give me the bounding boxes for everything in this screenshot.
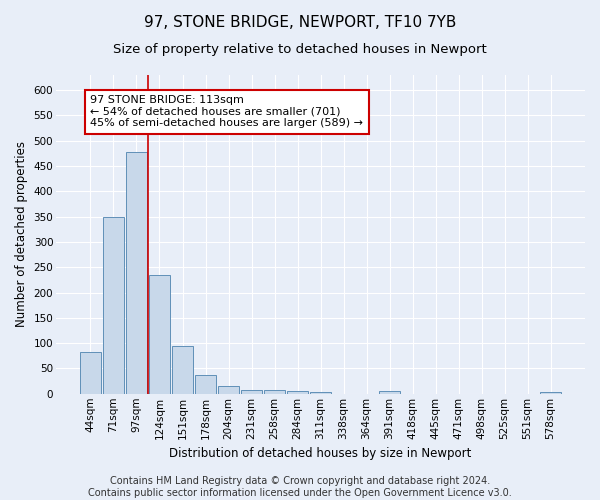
Bar [310, 392, 331, 394]
Bar [218, 386, 239, 394]
Bar [379, 391, 400, 394]
Bar [195, 375, 216, 394]
Text: Contains HM Land Registry data © Crown copyright and database right 2024.
Contai: Contains HM Land Registry data © Crown c… [88, 476, 512, 498]
Bar [126, 152, 147, 394]
Bar [540, 392, 561, 394]
Text: 97 STONE BRIDGE: 113sqm
← 54% of detached houses are smaller (701)
45% of semi-d: 97 STONE BRIDGE: 113sqm ← 54% of detache… [91, 95, 364, 128]
X-axis label: Distribution of detached houses by size in Newport: Distribution of detached houses by size … [169, 447, 472, 460]
Bar [80, 352, 101, 394]
Text: 97, STONE BRIDGE, NEWPORT, TF10 7YB: 97, STONE BRIDGE, NEWPORT, TF10 7YB [144, 15, 456, 30]
Text: Size of property relative to detached houses in Newport: Size of property relative to detached ho… [113, 42, 487, 56]
Bar [149, 275, 170, 394]
Bar [103, 216, 124, 394]
Y-axis label: Number of detached properties: Number of detached properties [15, 142, 28, 328]
Bar [241, 390, 262, 394]
Bar [264, 390, 285, 394]
Bar [172, 346, 193, 394]
Bar [287, 391, 308, 394]
